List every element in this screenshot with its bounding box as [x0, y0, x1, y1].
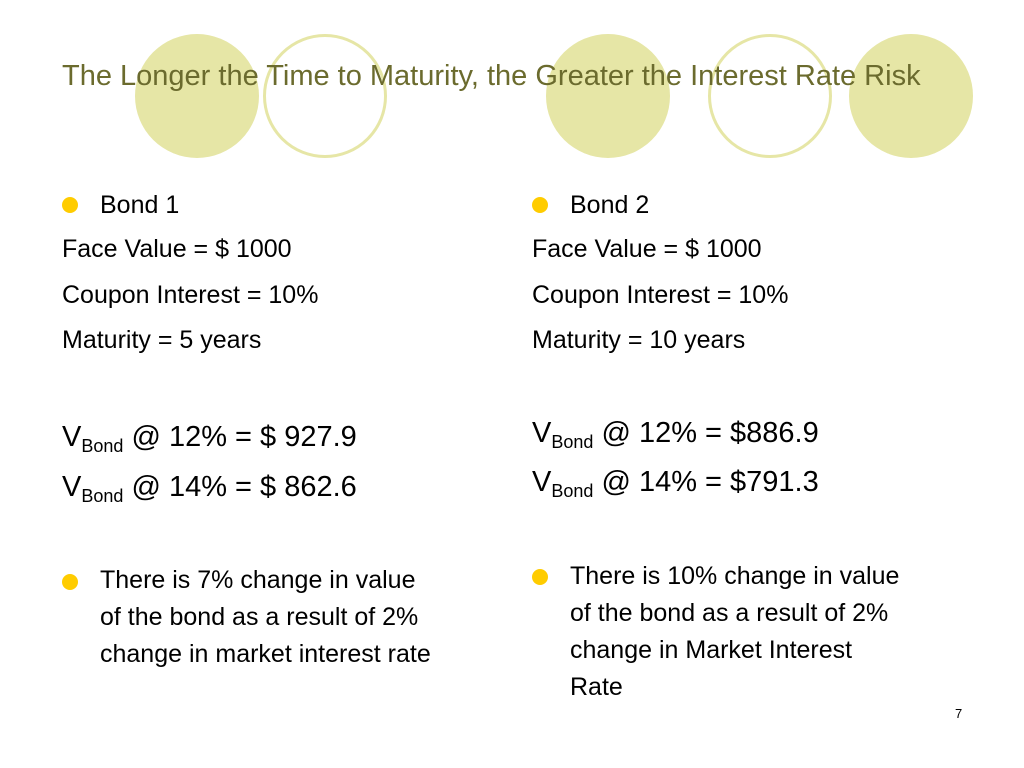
bond2-v-sub: Bond — [551, 432, 594, 452]
bond1-v-letter-2: V — [62, 471, 82, 503]
bond2-value12-text: @ 12% = $886.9 — [593, 417, 819, 449]
bond1-maturity: Maturity = 5 years — [62, 326, 262, 354]
bond2-column: Bond 2 Face Value = $ 1000 Coupon Intere… — [532, 188, 962, 718]
bond1-value-12: VBond @ 12% = $ 927.9 — [62, 421, 357, 455]
page-number: 7 — [955, 706, 963, 721]
bond2-v-letter-2: V — [532, 466, 552, 498]
bond2-note: There is 10% change in value of the bond… — [570, 562, 900, 701]
bond1-heading-bullet-icon — [62, 197, 78, 213]
bond2-coupon: Coupon Interest = 10% — [532, 281, 789, 309]
bond2-v-letter: V — [532, 417, 552, 449]
bond2-heading-bullet-icon — [532, 197, 548, 213]
bond1-face-value: Face Value = $ 1000 — [62, 235, 292, 263]
bond2-face-value: Face Value = $ 1000 — [532, 235, 762, 263]
bond1-v-letter: V — [62, 421, 82, 453]
slide-title: The Longer the Time to Maturity, the Gre… — [62, 60, 921, 92]
bond1-value-14: VBond @ 14% = $ 862.6 — [62, 471, 357, 505]
bond2-heading: Bond 2 — [570, 191, 650, 219]
bond1-note: There is 7% change in value of the bond … — [100, 566, 431, 668]
bond1-v-sub-2: Bond — [81, 486, 124, 506]
decor-circle-2 — [263, 34, 387, 158]
decor-circle-4 — [708, 34, 832, 158]
bond1-column: Bond 1 Face Value = $ 1000 Coupon Intere… — [62, 188, 482, 718]
decor-circle-3 — [546, 34, 670, 158]
bond1-heading: Bond 1 — [100, 191, 180, 219]
bond1-v-sub: Bond — [81, 436, 124, 456]
bond2-note-bullet-icon — [532, 569, 548, 585]
decor-circle-5 — [849, 34, 973, 158]
bond2-v-sub-2: Bond — [551, 481, 594, 501]
decor-circle-1 — [135, 34, 259, 158]
bond1-value12-text: @ 12% = $ 927.9 — [123, 421, 357, 453]
bond1-note-bullet-icon — [62, 574, 78, 590]
bond1-coupon: Coupon Interest = 10% — [62, 281, 319, 309]
bond2-maturity: Maturity = 10 years — [532, 326, 746, 354]
bond2-value-14: VBond @ 14% = $791.3 — [532, 466, 819, 500]
bond1-value14-text: @ 14% = $ 862.6 — [123, 471, 357, 503]
bond2-value14-text: @ 14% = $791.3 — [593, 466, 819, 498]
bond2-value-12: VBond @ 12% = $886.9 — [532, 417, 819, 451]
